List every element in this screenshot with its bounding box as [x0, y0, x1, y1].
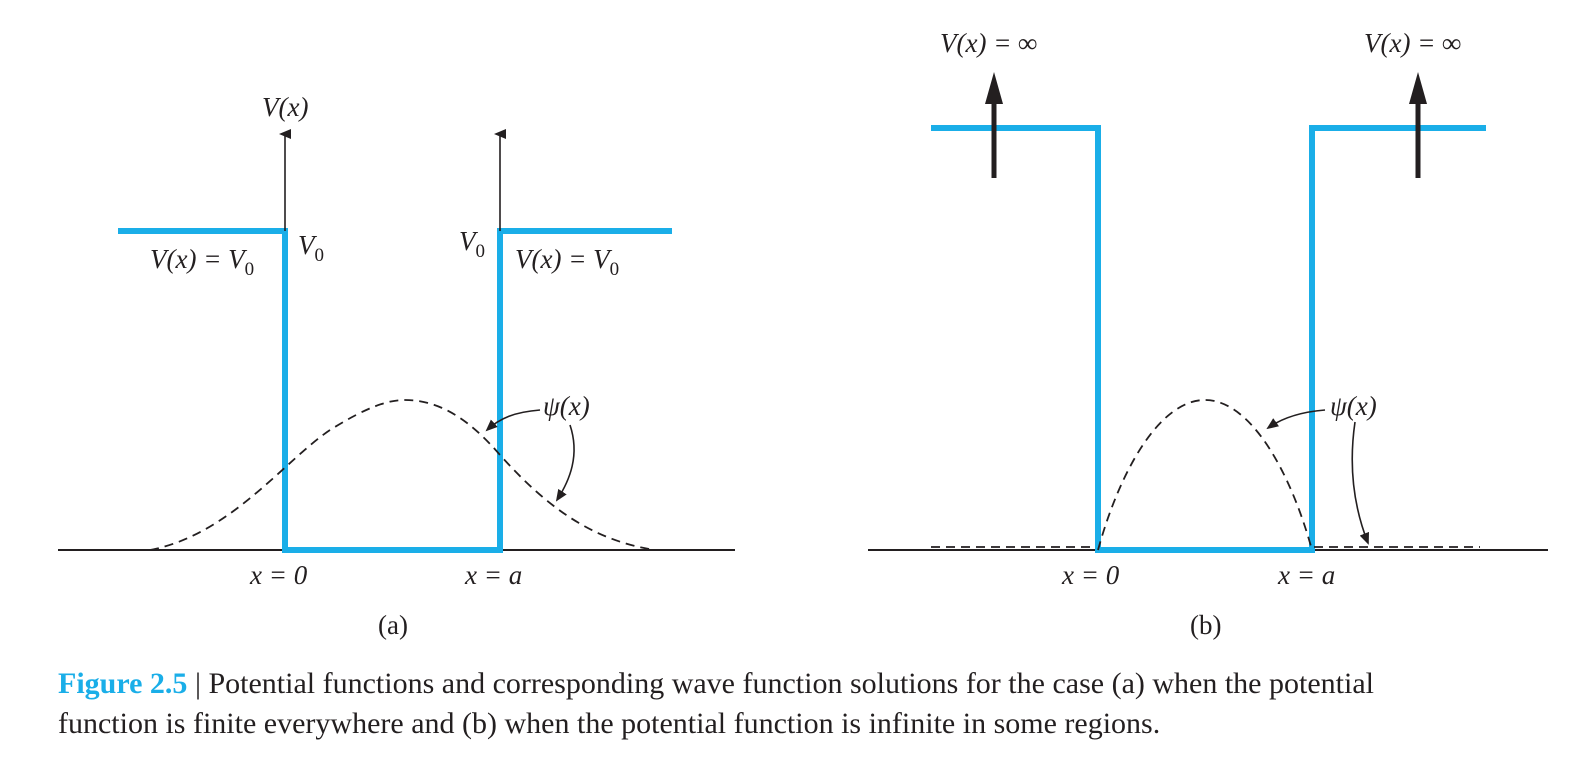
panel-label-b: (b)	[1190, 610, 1221, 640]
figure-caption: Figure 2.5 | Potential functions and cor…	[58, 664, 1558, 744]
caption-separator: |	[194, 667, 201, 700]
caption-text-line2: function is finite everywhere and (b) wh…	[58, 707, 1161, 740]
vx-infinity-label-right: V(x) = ∞	[1364, 28, 1461, 58]
vx-equals-v0-right: V(x) = V0	[515, 244, 619, 280]
infinite-potential-well	[931, 125, 1486, 553]
v0-label-left: V0	[298, 230, 324, 266]
panel-a: V(x) V0 V0 V(x) = V0 V(x) = V0 ψ(x) x = …	[58, 92, 735, 640]
psi-label-a: ψ(x)	[543, 391, 590, 421]
psi-pointer-inside-b	[1266, 409, 1326, 430]
x-zero-label-b: x = 0	[1061, 560, 1120, 590]
caption-text-line1: Potential functions and corresponding wa…	[208, 667, 1374, 700]
vx-equals-v0-left: V(x) = V0	[150, 244, 254, 280]
x-zero-label-a: x = 0	[249, 560, 308, 590]
v0-label-right: V0	[459, 226, 485, 262]
panel-b: V(x) = ∞ V(x) = ∞ ψ(x) x = 0 x = a (b)	[868, 28, 1548, 640]
finite-potential-well	[118, 228, 672, 553]
panel-label-a: (a)	[378, 610, 408, 640]
figure-number: Figure 2.5	[58, 667, 188, 700]
vx-infinity-label-left: V(x) = ∞	[940, 28, 1037, 58]
psi-pointer-inside-a	[485, 409, 541, 432]
figure-diagram: V(x) V0 V0 V(x) = V0 V(x) = V0 ψ(x) x = …	[58, 28, 1548, 640]
psi-pointer-outside-a	[555, 424, 575, 502]
x-a-label-a: x = a	[464, 560, 522, 590]
vx-axis-label-a: V(x)	[262, 92, 308, 122]
psi-pointer-outside-b	[1351, 421, 1369, 545]
x-a-label-b: x = a	[1277, 560, 1335, 590]
infinity-arrow-right	[1409, 72, 1427, 178]
infinity-arrow-left	[985, 72, 1003, 178]
wave-function-b	[1097, 399, 1313, 551]
wave-function-a	[149, 399, 656, 551]
psi-label-b: ψ(x)	[1330, 391, 1377, 421]
